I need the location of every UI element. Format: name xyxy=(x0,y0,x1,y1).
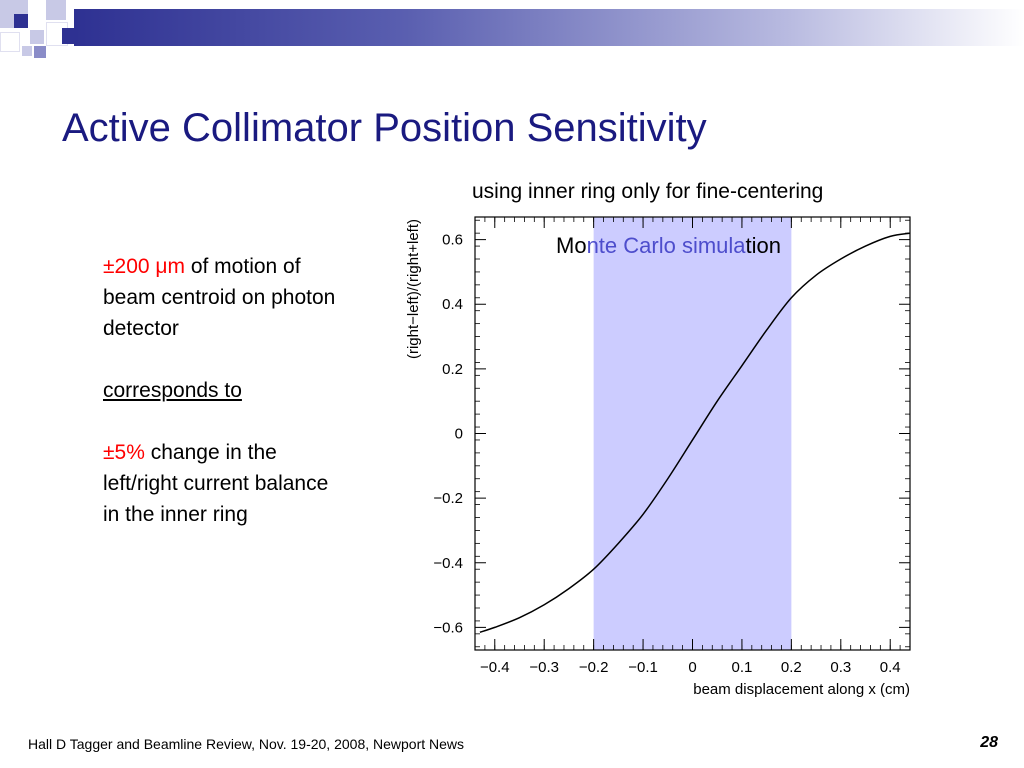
highlight-band xyxy=(593,217,792,650)
header-square xyxy=(0,32,20,52)
x-tick-label: 0 xyxy=(688,659,696,676)
y-tick-label: −0.6 xyxy=(433,619,463,636)
slide-subtitle: using inner ring only for fine-centering xyxy=(472,180,824,203)
header-square xyxy=(46,0,66,20)
y-tick-label: 0 xyxy=(455,426,463,443)
y-tick-label: −0.4 xyxy=(433,555,463,572)
sensitivity-chart: −0.4 −0.3 −0.2 −0.1 0 0.1 0.2 0.3 0.4 −0.6 −0.4 −0.… xyxy=(405,216,911,698)
header-square xyxy=(34,46,46,58)
header-square xyxy=(62,28,78,44)
x-tick-label: 0.2 xyxy=(781,659,802,676)
header-square xyxy=(14,14,28,28)
y-tick-label: 0.6 xyxy=(442,232,463,249)
balance-amount: ±5% xyxy=(103,441,145,464)
x-tick-label: −0.1 xyxy=(628,659,658,676)
header-square xyxy=(30,30,44,44)
corresponds-to-text: corresponds to xyxy=(103,379,242,402)
x-tick-label: −0.3 xyxy=(529,659,559,676)
annotation-part: Mo xyxy=(556,233,587,258)
explanation-text: ±200 μm of motion of beam centroid on ph… xyxy=(103,251,343,530)
footer-text: Hall D Tagger and Beamline Review, Nov. … xyxy=(28,736,465,752)
chart-annotation: Monte Carlo simulation xyxy=(556,233,781,258)
annotation-part: nte Carlo simula xyxy=(587,233,747,258)
page-number: 28 xyxy=(980,734,998,751)
balance-description: change in the left/right current balance… xyxy=(103,441,329,526)
balance-statement: ±5% change in the left/right current bal… xyxy=(103,437,343,530)
y-axis-label: (right−left)/(right+left) xyxy=(405,219,422,359)
header-decoration xyxy=(0,0,1024,64)
x-tick-label: 0.4 xyxy=(880,659,901,676)
annotation-part: tion xyxy=(746,233,781,258)
motion-statement: ±200 μm of motion of beam centroid on ph… xyxy=(103,251,343,344)
y-tick-label: −0.2 xyxy=(433,490,463,507)
x-tick-label: −0.4 xyxy=(480,659,510,676)
x-tick-label: 0.3 xyxy=(830,659,851,676)
motion-amount: ±200 μm xyxy=(103,255,185,278)
y-tick-label: 0.2 xyxy=(442,361,463,378)
header-square xyxy=(28,0,46,16)
header-square xyxy=(22,46,32,56)
slide-title: Active Collimator Position Sensitivity xyxy=(62,106,707,150)
header-gradient-bar xyxy=(74,9,1024,46)
series-line xyxy=(479,232,911,633)
motion-description: of motion of beam centroid on photon det… xyxy=(103,255,336,340)
x-tick-label: −0.2 xyxy=(579,659,609,676)
y-tick-label: 0.4 xyxy=(442,296,463,313)
x-axis-label: beam displacement along x (cm) xyxy=(693,681,910,698)
x-tick-label: 0.1 xyxy=(732,659,753,676)
